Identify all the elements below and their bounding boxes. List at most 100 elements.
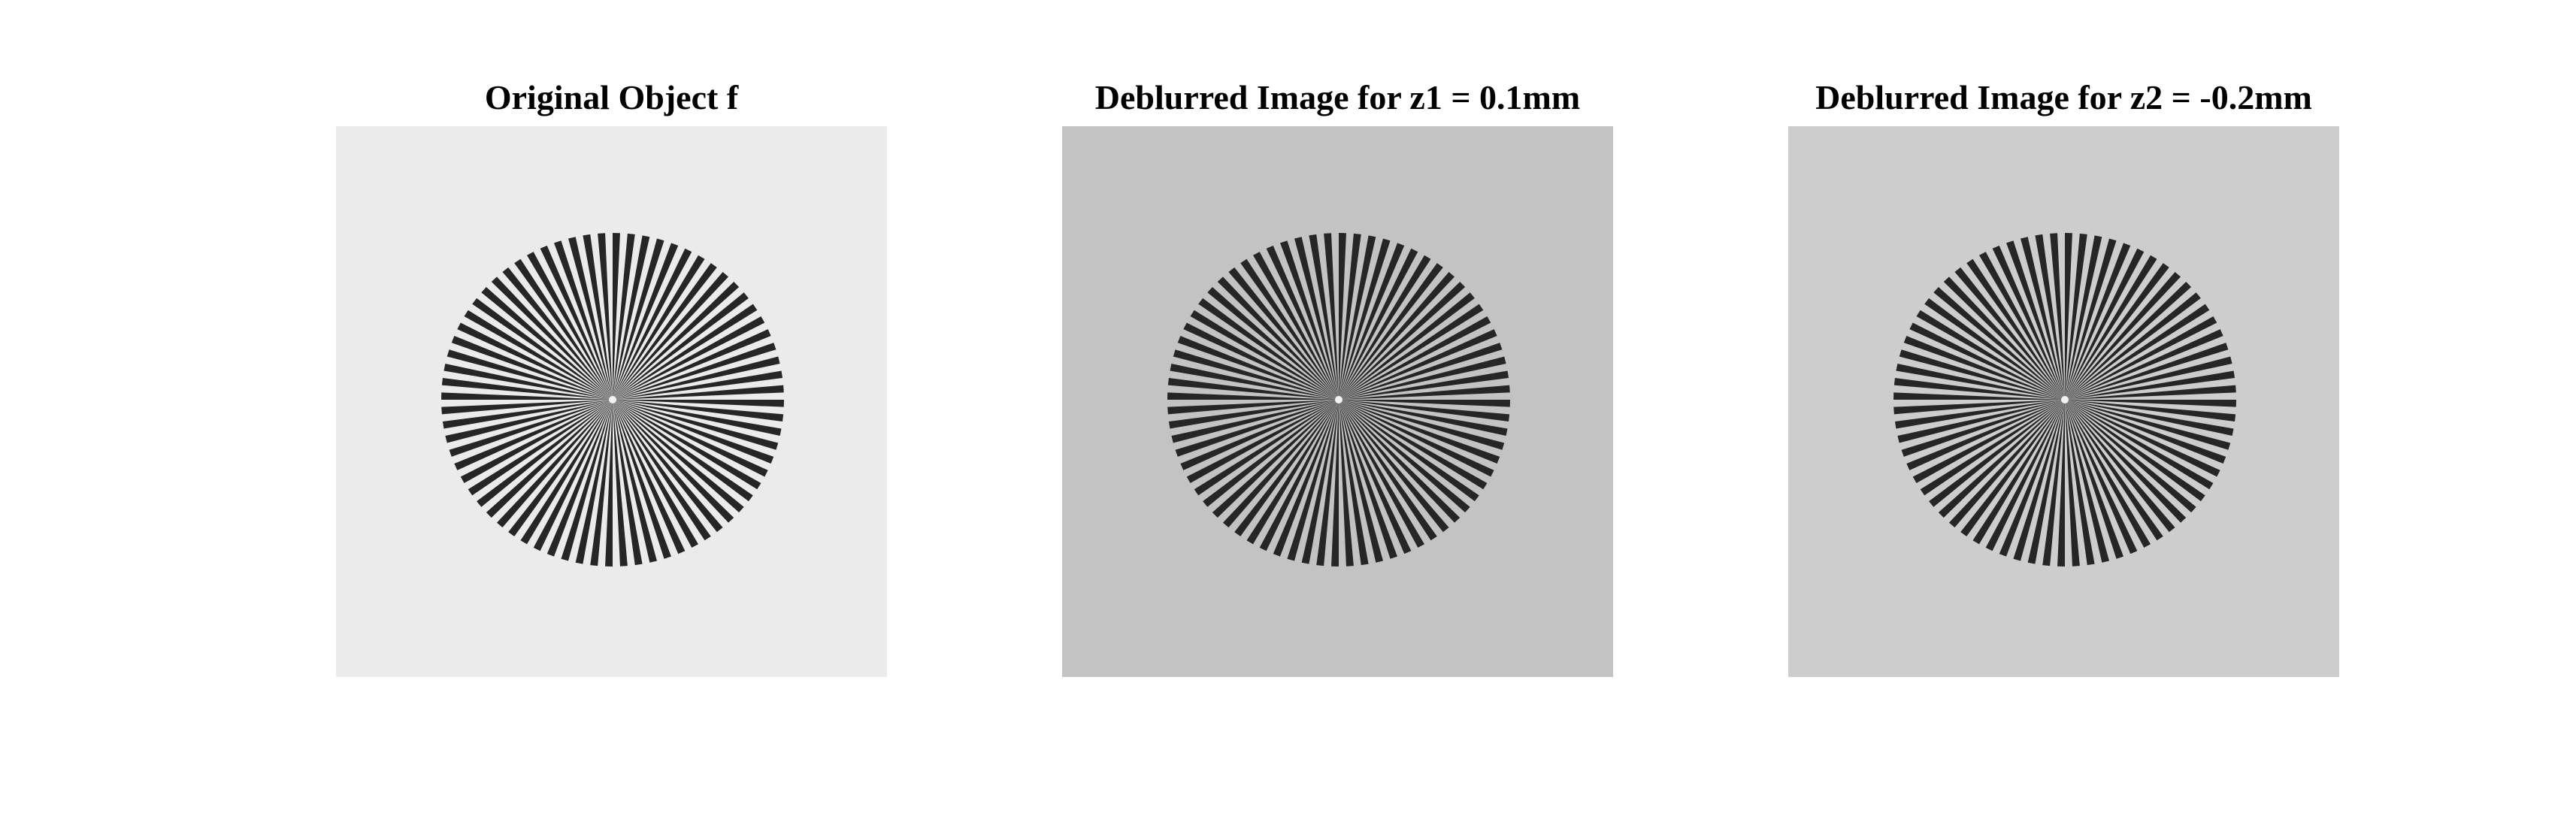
star-spoke xyxy=(1948,400,2065,528)
star-spoke xyxy=(1339,400,1424,548)
image-deblurred-z2 xyxy=(1788,126,2339,677)
star-spoke xyxy=(1909,322,2065,400)
star-spoke xyxy=(508,400,613,536)
star-spoke xyxy=(613,400,761,490)
star-spoke xyxy=(1893,378,2065,400)
star-spoke xyxy=(1903,336,2065,400)
star-spoke xyxy=(2065,329,2223,400)
star-spoke xyxy=(1938,400,2065,518)
star-spoke xyxy=(1217,276,1339,400)
star-spoke xyxy=(1339,238,1391,400)
panel-deblurred-z2: Deblurred Image for z2 = -0.2mm xyxy=(1788,0,2339,677)
star-spoke xyxy=(2065,400,2234,437)
star-spoke xyxy=(613,255,705,400)
star-spoke xyxy=(2065,400,2110,563)
star-spoke xyxy=(1943,276,2065,400)
star-spoke xyxy=(1339,400,1510,422)
star-spoke xyxy=(1339,282,1466,400)
star-spoke xyxy=(613,292,749,400)
star-spoke xyxy=(613,385,784,400)
star-spoke xyxy=(1168,400,1339,429)
star-spoke xyxy=(575,400,613,564)
star-spoke xyxy=(613,400,784,422)
star-spoke xyxy=(457,322,613,400)
star-spoke xyxy=(520,400,613,545)
star-spoke xyxy=(1170,363,1339,400)
star-spoke xyxy=(2065,400,2236,422)
star-spoke xyxy=(1339,400,1488,490)
star-spoke xyxy=(2065,400,2236,407)
star-spoke xyxy=(1912,400,2065,483)
star-spoke xyxy=(613,243,679,400)
star-spoke xyxy=(540,245,613,400)
star-spoke xyxy=(2050,233,2065,400)
star-spoke xyxy=(613,400,744,512)
star-spoke xyxy=(2065,282,2192,400)
star-spoke xyxy=(1240,258,1339,400)
star-spoke xyxy=(491,276,613,400)
star-spoke xyxy=(2013,400,2065,561)
star-spoke xyxy=(1207,287,1339,400)
star-spoke xyxy=(445,400,613,443)
star-spoke xyxy=(1929,400,2065,507)
star-spoke xyxy=(1339,248,1418,400)
star-spoke xyxy=(533,400,613,551)
star-spoke xyxy=(441,378,613,400)
star-spoke xyxy=(1339,385,1510,400)
star-spoke xyxy=(590,400,613,567)
star-spoke xyxy=(613,400,774,464)
star-spoke xyxy=(1253,252,1339,400)
star-spoke xyxy=(1893,400,2065,415)
star-spoke xyxy=(613,400,671,559)
star-spoke xyxy=(454,400,613,470)
star-spoke xyxy=(1228,267,1339,400)
star-spoke xyxy=(2035,234,2065,400)
star-spoke xyxy=(1234,400,1339,536)
star-spoke xyxy=(1339,370,1509,400)
star-spoke xyxy=(441,400,613,415)
star-spoke xyxy=(1339,400,1437,541)
panel-title: Deblurred Image for z2 = -0.2mm xyxy=(1815,78,2312,116)
star-spoke xyxy=(2027,400,2065,564)
star-spoke xyxy=(598,233,613,400)
image-deblurred-z1 xyxy=(1062,126,1613,677)
star-spoke xyxy=(2065,400,2151,548)
star-spoke xyxy=(2065,400,2205,502)
star-spoke xyxy=(1222,400,1339,528)
star-spoke xyxy=(1339,400,1461,523)
star-spoke xyxy=(1177,336,1339,400)
star-spoke xyxy=(449,400,613,457)
star-spoke xyxy=(1167,400,1339,415)
star-spoke xyxy=(2065,400,2175,533)
siemens-star-icon xyxy=(1062,126,1613,677)
star-spoke xyxy=(613,400,734,523)
star-spoke xyxy=(1916,310,2065,400)
star-spoke xyxy=(613,400,782,437)
star-spoke xyxy=(1901,400,2065,457)
star-spoke xyxy=(2065,235,2102,400)
star-spoke xyxy=(1339,400,1500,464)
star-spoke xyxy=(1301,400,1339,564)
star-spoke xyxy=(1339,400,1412,555)
star-spoke xyxy=(2065,304,2210,400)
star-spoke xyxy=(613,316,765,400)
star-spoke xyxy=(1266,245,1339,400)
star-spoke xyxy=(1339,271,1455,400)
star-spoke xyxy=(472,298,613,400)
star-spoke xyxy=(546,400,613,557)
star-spoke xyxy=(2065,343,2229,400)
star-spoke xyxy=(2065,316,2217,400)
star-spoke xyxy=(477,400,613,507)
star-spoke xyxy=(1339,304,1484,400)
star-spoke xyxy=(1339,400,1384,563)
star-spoke xyxy=(460,400,613,483)
star-spoke xyxy=(2065,400,2163,541)
star-spoke xyxy=(1999,400,2065,557)
star-spoke xyxy=(561,400,613,561)
star-spoke xyxy=(613,400,711,541)
star-spoke xyxy=(446,349,613,400)
star-spoke xyxy=(613,235,650,400)
star-spoke xyxy=(1339,400,1449,533)
star-spoke xyxy=(613,343,776,400)
star-spoke xyxy=(2065,400,2226,464)
